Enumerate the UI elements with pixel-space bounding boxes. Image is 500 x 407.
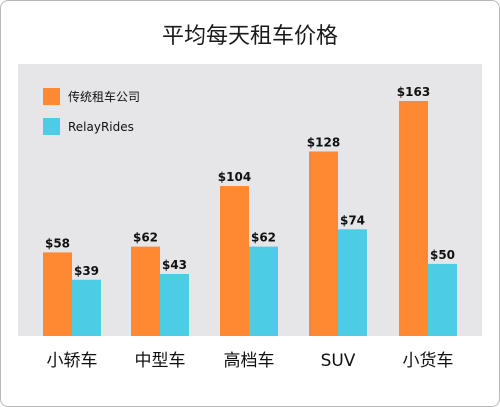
value-label-0-0: $58 — [45, 236, 70, 250]
bar-1-4 — [428, 263, 457, 336]
bar-1-0 — [72, 279, 101, 336]
legend: 传统租车公司 RelayRides — [43, 88, 140, 135]
legend-swatch-0 — [43, 88, 60, 105]
chart-title: 平均每天租车价格 — [161, 24, 338, 49]
bar-1-3 — [338, 229, 367, 336]
category-label-2: 高档车 — [224, 351, 275, 371]
bar-1-2 — [249, 246, 278, 336]
category-labels: 小轿车 中型车 高档车 SUV 小货车 — [47, 351, 454, 371]
value-labels: $58 $39 $62 $43 $104 $62 $128 $74 $163 $50 — [45, 85, 455, 278]
value-label-1-1: $43 — [162, 258, 187, 272]
bar-1-1 — [160, 274, 189, 336]
legend-swatch-1 — [43, 118, 60, 135]
legend-label-1: RelayRides — [68, 120, 134, 134]
category-label-1: 中型车 — [135, 351, 186, 371]
value-label-1-0: $39 — [74, 264, 99, 278]
bar-0-4 — [399, 101, 428, 336]
value-label-1-4: $50 — [430, 248, 455, 262]
legend-label-0: 传统租车公司 — [68, 89, 140, 104]
value-label-1-3: $74 — [340, 213, 365, 227]
value-label-1-2: $62 — [251, 231, 276, 245]
category-label-3: SUV — [321, 351, 356, 371]
category-label-4: 小货车 — [403, 351, 454, 371]
value-label-0-1: $62 — [133, 231, 158, 245]
bar-0-3 — [309, 151, 338, 336]
bars — [43, 101, 457, 336]
bar-0-1 — [131, 246, 160, 336]
value-label-0-3: $128 — [307, 135, 340, 149]
value-label-0-2: $104 — [218, 170, 251, 184]
bar-0-2 — [220, 186, 249, 336]
category-label-0: 小轿车 — [47, 351, 98, 371]
bar-0-0 — [43, 252, 72, 336]
value-label-0-4: $163 — [397, 85, 430, 99]
